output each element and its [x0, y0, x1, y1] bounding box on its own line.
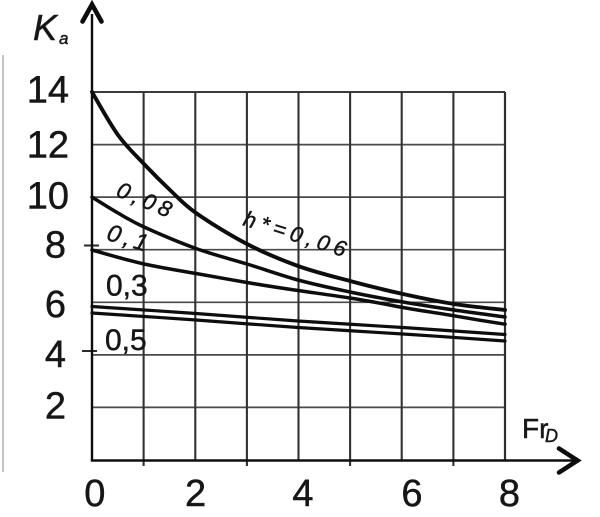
svg-text:8: 8 — [499, 473, 520, 515]
svg-text:8: 8 — [45, 225, 66, 267]
svg-text:0,3: 0,3 — [106, 270, 148, 303]
svg-text:0,5: 0,5 — [105, 324, 147, 357]
svg-text:4: 4 — [292, 473, 313, 515]
svg-text:a: a — [59, 29, 68, 48]
svg-text:2: 2 — [185, 473, 206, 515]
svg-text:14: 14 — [27, 70, 69, 112]
svg-text:6: 6 — [45, 284, 66, 326]
svg-text:4: 4 — [45, 334, 66, 376]
svg-text:Fr: Fr — [522, 413, 548, 444]
svg-text:12: 12 — [27, 125, 69, 167]
svg-text:2: 2 — [45, 386, 66, 428]
svg-text:0: 0 — [84, 473, 105, 515]
svg-text:6: 6 — [401, 473, 422, 515]
svg-text:10: 10 — [27, 176, 69, 218]
svg-text:K: K — [33, 7, 59, 48]
svg-text:D: D — [545, 426, 558, 446]
